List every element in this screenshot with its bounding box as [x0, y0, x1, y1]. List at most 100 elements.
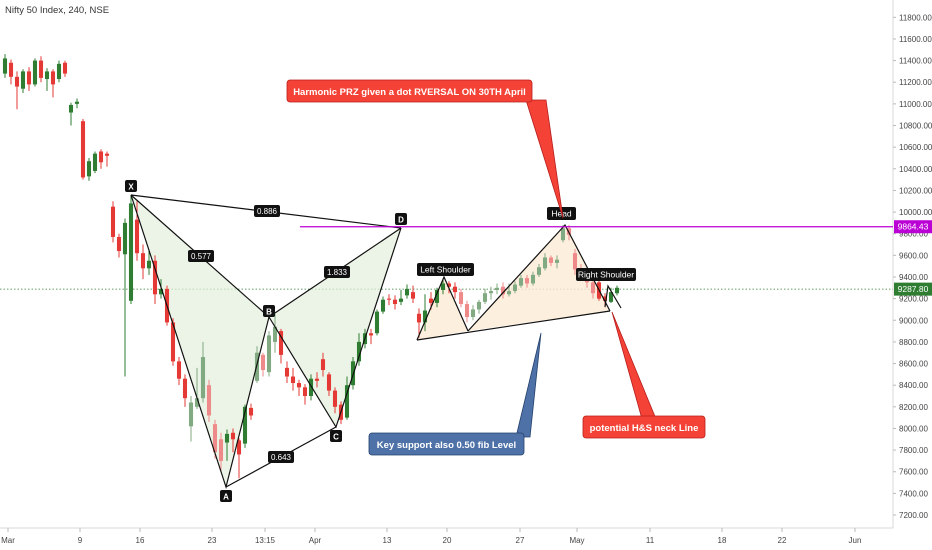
- candle-body: [218, 439, 224, 461]
- time-tick-label: 20: [443, 536, 452, 545]
- candle-body: [308, 378, 314, 396]
- candle: [422, 294, 428, 332]
- candle: [98, 149, 104, 169]
- candle-body: [248, 407, 254, 416]
- candle-body: [518, 278, 524, 286]
- candle-body: [572, 253, 578, 270]
- svg-text:B: B: [266, 308, 272, 317]
- candle: [398, 289, 404, 306]
- candle-body: [200, 357, 206, 399]
- candle: [476, 299, 482, 314]
- time-tick-label: 11: [646, 536, 655, 545]
- candle: [590, 279, 596, 299]
- candle-body: [206, 385, 212, 416]
- price-tick-label: 9400.00: [899, 273, 928, 282]
- candle: [368, 328, 374, 345]
- candle-body: [506, 291, 512, 295]
- price-tick-label: 9200.00: [899, 295, 928, 304]
- point-label-b: B: [263, 305, 275, 317]
- price-tick-label: 10200.00: [899, 186, 932, 195]
- candle: [296, 379, 302, 396]
- point-label-a: A: [220, 490, 232, 502]
- candle-body: [32, 60, 38, 85]
- candle: [20, 69, 26, 94]
- candle: [260, 352, 266, 377]
- candle: [182, 374, 188, 407]
- candle: [44, 68, 50, 91]
- candle: [80, 119, 86, 180]
- candle: [452, 282, 458, 299]
- candle: [236, 438, 242, 479]
- candle: [248, 403, 254, 420]
- callout-support[interactable]: Key support also 0.50 fib Level: [368, 332, 542, 456]
- chart-title: Nifty 50 Index, 240, NSE: [5, 5, 109, 16]
- price-tick-label: 10600.00: [899, 143, 932, 152]
- callout-prz[interactable]: Harmonic PRZ given a dot RVERSAL ON 30TH…: [286, 79, 564, 219]
- candle: [284, 361, 290, 384]
- candle-body: [26, 71, 32, 85]
- candle-body: [524, 278, 530, 284]
- candle: [494, 283, 500, 295]
- candle-body: [374, 311, 380, 334]
- price-tick-label: 7200.00: [899, 511, 928, 520]
- candle-body: [236, 440, 242, 455]
- candle: [518, 274, 524, 288]
- candle: [176, 357, 182, 386]
- candle: [500, 282, 506, 299]
- time-tick-label: Apr: [309, 536, 322, 545]
- candle: [290, 367, 296, 391]
- candle: [146, 251, 152, 275]
- hs-left-shoulder-path: [416, 275, 469, 341]
- candle-body: [560, 228, 566, 241]
- candle-body: [332, 390, 338, 407]
- candle-body: [386, 298, 392, 300]
- candle-body: [284, 367, 290, 377]
- candle: [68, 102, 74, 126]
- candle: [554, 255, 560, 269]
- candle: [92, 151, 98, 174]
- svg-text:9287.80: 9287.80: [898, 284, 929, 294]
- candle: [14, 71, 20, 110]
- time-tick-label: 13: [383, 536, 392, 545]
- hs-head-path: [467, 223, 611, 332]
- svg-text:A: A: [223, 493, 229, 502]
- candle-body: [536, 267, 542, 275]
- candle-body: [188, 402, 194, 427]
- time-tick-label: Jun: [849, 536, 862, 545]
- candle-body: [344, 385, 350, 418]
- candle: [122, 218, 128, 377]
- candle-body: [20, 71, 26, 89]
- time-tick-label: 16: [136, 536, 145, 545]
- ratio-label-xd: 0.886: [254, 205, 280, 217]
- candle-body: [92, 153, 98, 171]
- svg-text:X: X: [128, 183, 134, 192]
- time-tick-label: 23: [208, 536, 217, 545]
- callout-neckline[interactable]: potential H&S neck Line: [582, 311, 706, 439]
- time-tick-label: May: [569, 536, 584, 545]
- time-tick-label: Mar: [1, 536, 15, 545]
- candle: [152, 255, 158, 305]
- candle: [326, 372, 332, 396]
- svg-text:Right Shoulder: Right Shoulder: [578, 270, 634, 280]
- hs-neck-line: [416, 310, 611, 341]
- candle-body: [140, 253, 146, 269]
- candle-body: [494, 287, 500, 290]
- candle-body: [368, 333, 374, 336]
- candle-body: [482, 293, 488, 302]
- time-tick-label: 18: [718, 536, 727, 545]
- candle-body: [80, 121, 86, 178]
- candle: [392, 295, 398, 310]
- candle: [74, 98, 80, 109]
- candle-body: [464, 304, 470, 318]
- candle-body: [356, 341, 362, 362]
- candle: [536, 264, 542, 277]
- svg-text:potential H&S neck Line: potential H&S neck Line: [590, 423, 699, 434]
- candle: [218, 432, 224, 472]
- harmonic-triangle-xab: [131, 195, 269, 487]
- candle-body: [38, 60, 44, 78]
- price-tick-label: 11200.00: [899, 78, 932, 87]
- candle-body: [146, 260, 152, 269]
- candle-body: [434, 289, 440, 303]
- candle-body: [134, 219, 140, 254]
